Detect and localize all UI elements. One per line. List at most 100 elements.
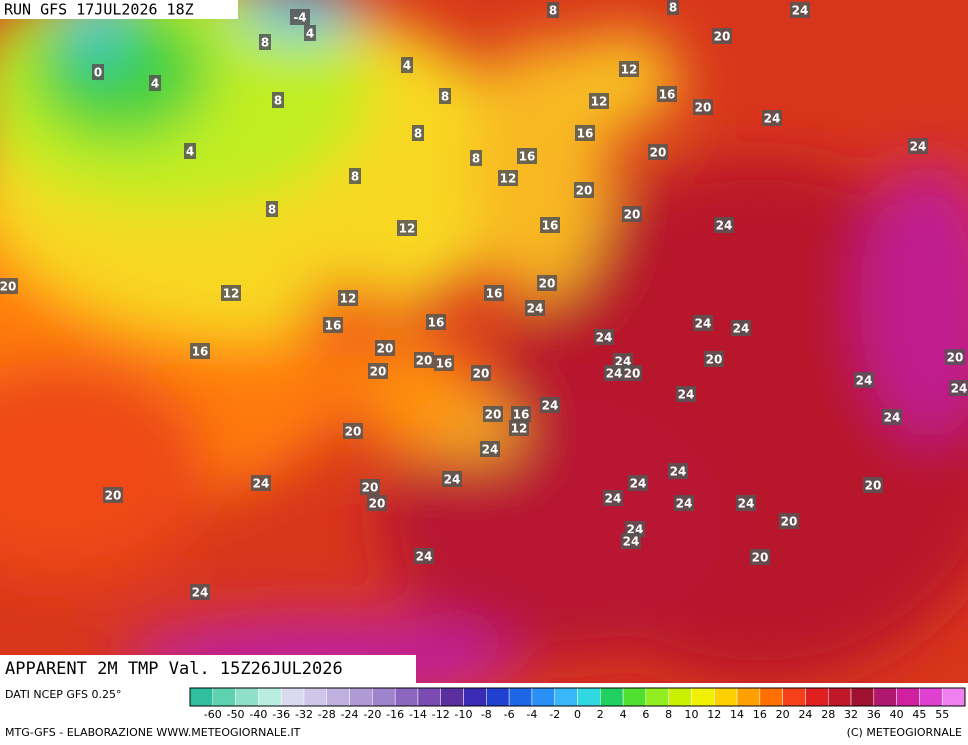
contour-label-box <box>401 57 413 73</box>
scale-tick-label: 2 <box>597 708 604 721</box>
contour-label: 20 <box>345 425 362 439</box>
scale-tick-label: 16 <box>753 708 767 721</box>
contour-label-box <box>540 397 560 413</box>
contour-label: 24 <box>596 331 613 345</box>
contour-label: 8 <box>268 203 276 217</box>
contour-label-box <box>92 64 104 80</box>
contour-label-box <box>360 479 380 495</box>
scale-tick-label: -32 <box>295 708 313 721</box>
contour-label: 20 <box>377 342 394 356</box>
contour-label: 24 <box>416 550 433 564</box>
scale-tick-label: -28 <box>318 708 336 721</box>
contour-label: 20 <box>416 354 433 368</box>
scale-swatch <box>645 687 669 707</box>
contour-label-box <box>349 168 361 184</box>
contour-label-box <box>949 380 968 396</box>
contour-label-box <box>712 28 732 44</box>
scale-swatch <box>668 687 692 707</box>
contour-label: 20 <box>485 408 502 422</box>
contour-label-box <box>375 340 395 356</box>
scale-swatch <box>189 687 214 707</box>
contour-label-box <box>574 182 594 198</box>
scale-tick-label: 12 <box>707 708 721 721</box>
contour-label: 12 <box>340 292 357 306</box>
contour-label-box <box>190 343 210 359</box>
contour-label: 24 <box>623 535 640 549</box>
contour-label: 16 <box>192 345 209 359</box>
contour-label-box <box>397 220 417 236</box>
scale-tick-label: 55 <box>935 708 949 721</box>
contour-label: 20 <box>624 208 641 222</box>
contour-label-box <box>693 315 713 331</box>
contour-label: 20 <box>781 515 798 529</box>
contour-label-box <box>190 584 210 600</box>
contour-label: 20 <box>369 497 386 511</box>
contour-label: 8 <box>274 94 282 108</box>
scale-frame <box>189 687 966 707</box>
contour-label: -4 <box>293 11 306 25</box>
contour-label: 16 <box>519 150 536 164</box>
color-scale: -60 -50 -40 -36 -32 -28 -24 -20 -16 -14 -12 -10 -8 -6… <box>189 687 966 721</box>
scale-swatch <box>919 687 943 707</box>
contour-label: 20 <box>752 551 769 565</box>
contour-label: 12 <box>621 63 638 77</box>
contour-label-box <box>854 372 874 388</box>
contour-label-box <box>426 314 446 330</box>
scale-tick-label: -60 <box>204 708 222 721</box>
contour-label: 16 <box>428 316 445 330</box>
scale-tick-label: 32 <box>844 708 858 721</box>
contour-label: 24 <box>527 302 544 316</box>
contour-label: 24 <box>856 374 873 388</box>
contour-label: 8 <box>549 4 557 18</box>
scale-swatch <box>759 687 783 707</box>
contour-label: 20 <box>947 351 964 365</box>
contour-label-box <box>762 110 782 126</box>
scale-swatch <box>372 687 396 707</box>
contour-label: 16 <box>577 127 594 141</box>
temperature-field <box>0 0 968 683</box>
contour-label: 16 <box>542 219 559 233</box>
scale-tick-label: -10 <box>455 708 473 721</box>
scale-tick-label: 10 <box>684 708 698 721</box>
contour-label: 24 <box>630 477 647 491</box>
scale-swatch <box>463 687 487 707</box>
contour-label-box <box>184 143 196 159</box>
contour-label: 20 <box>695 101 712 115</box>
contour-label-box <box>668 463 688 479</box>
contour-label-box <box>779 513 799 529</box>
scale-tick-label: -36 <box>272 708 290 721</box>
contour-label: 8 <box>441 90 449 104</box>
contour-label: 20 <box>865 479 882 493</box>
contour-label: 8 <box>669 1 677 15</box>
contour-label: 24 <box>192 586 209 600</box>
scale-tick-label: 40 <box>890 708 904 721</box>
contour-label: 20 <box>650 146 667 160</box>
contour-label-box <box>367 495 387 511</box>
scale-tick-label: -24 <box>341 708 359 721</box>
contour-label-box <box>622 365 642 381</box>
contour-label: 0 <box>94 66 102 80</box>
scale-swatch <box>280 687 305 707</box>
contour-label: 20 <box>624 367 641 381</box>
contour-label-box <box>667 0 679 15</box>
contour-label-box <box>221 285 241 301</box>
scale-swatch <box>577 687 601 707</box>
contour-label-box <box>442 471 462 487</box>
contour-label: 20 <box>706 353 723 367</box>
contour-label-box <box>657 86 677 102</box>
contour-label-box <box>266 201 278 217</box>
scale-swatch <box>941 687 966 707</box>
contour-label: 4 <box>186 145 194 159</box>
contour-label-box <box>498 170 518 186</box>
contour-label-box <box>908 138 928 154</box>
contour-label-box <box>439 88 451 104</box>
contour-label-box <box>103 487 123 503</box>
scale-swatch <box>417 687 441 707</box>
contour-label: 20 <box>539 277 556 291</box>
contour-label-box <box>731 320 751 336</box>
contour-label: 8 <box>414 127 422 141</box>
contour-label-box <box>589 93 609 109</box>
contour-label: 24 <box>605 492 622 506</box>
